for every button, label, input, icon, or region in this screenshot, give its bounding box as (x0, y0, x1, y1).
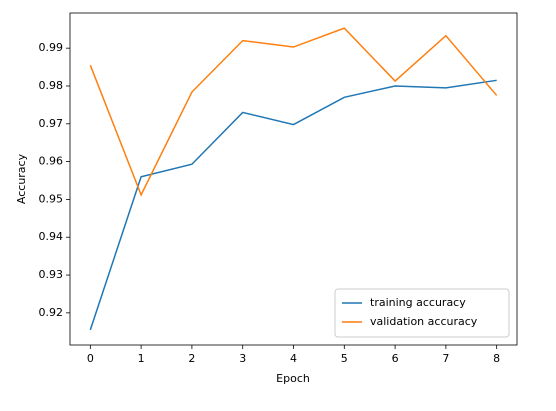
y-tick-label: 0.99 (39, 41, 64, 54)
data-line (89, 79, 497, 331)
x-tick-label: 8 (493, 352, 500, 365)
x-tick-label: 4 (290, 352, 297, 365)
y-axis-label: Accuracy (15, 153, 28, 204)
x-axis-label: Epoch (276, 372, 310, 385)
x-tick-label: 2 (188, 352, 195, 365)
y-tick-label: 0.97 (39, 117, 64, 130)
legend-label: training accuracy (370, 296, 466, 309)
x-tick-label: 1 (138, 352, 145, 365)
legend-box (334, 288, 510, 338)
y-tick-label: 0.92 (39, 306, 64, 319)
x-tick-label: 0 (87, 352, 94, 365)
y-tick-label: 0.96 (39, 155, 64, 168)
x-tick-label: 6 (392, 352, 399, 365)
y-tick-label: 0.95 (39, 192, 64, 205)
y-tick-label: 0.93 (39, 268, 64, 281)
x-tick-label: 5 (341, 352, 348, 365)
y-tick-label: 0.98 (39, 79, 64, 92)
data-line (89, 27, 498, 197)
y-tick-label: 0.94 (39, 230, 64, 243)
legend-label: validation accuracy (370, 315, 478, 328)
x-tick-label: 3 (239, 352, 246, 365)
x-tick-label: 7 (442, 352, 449, 365)
